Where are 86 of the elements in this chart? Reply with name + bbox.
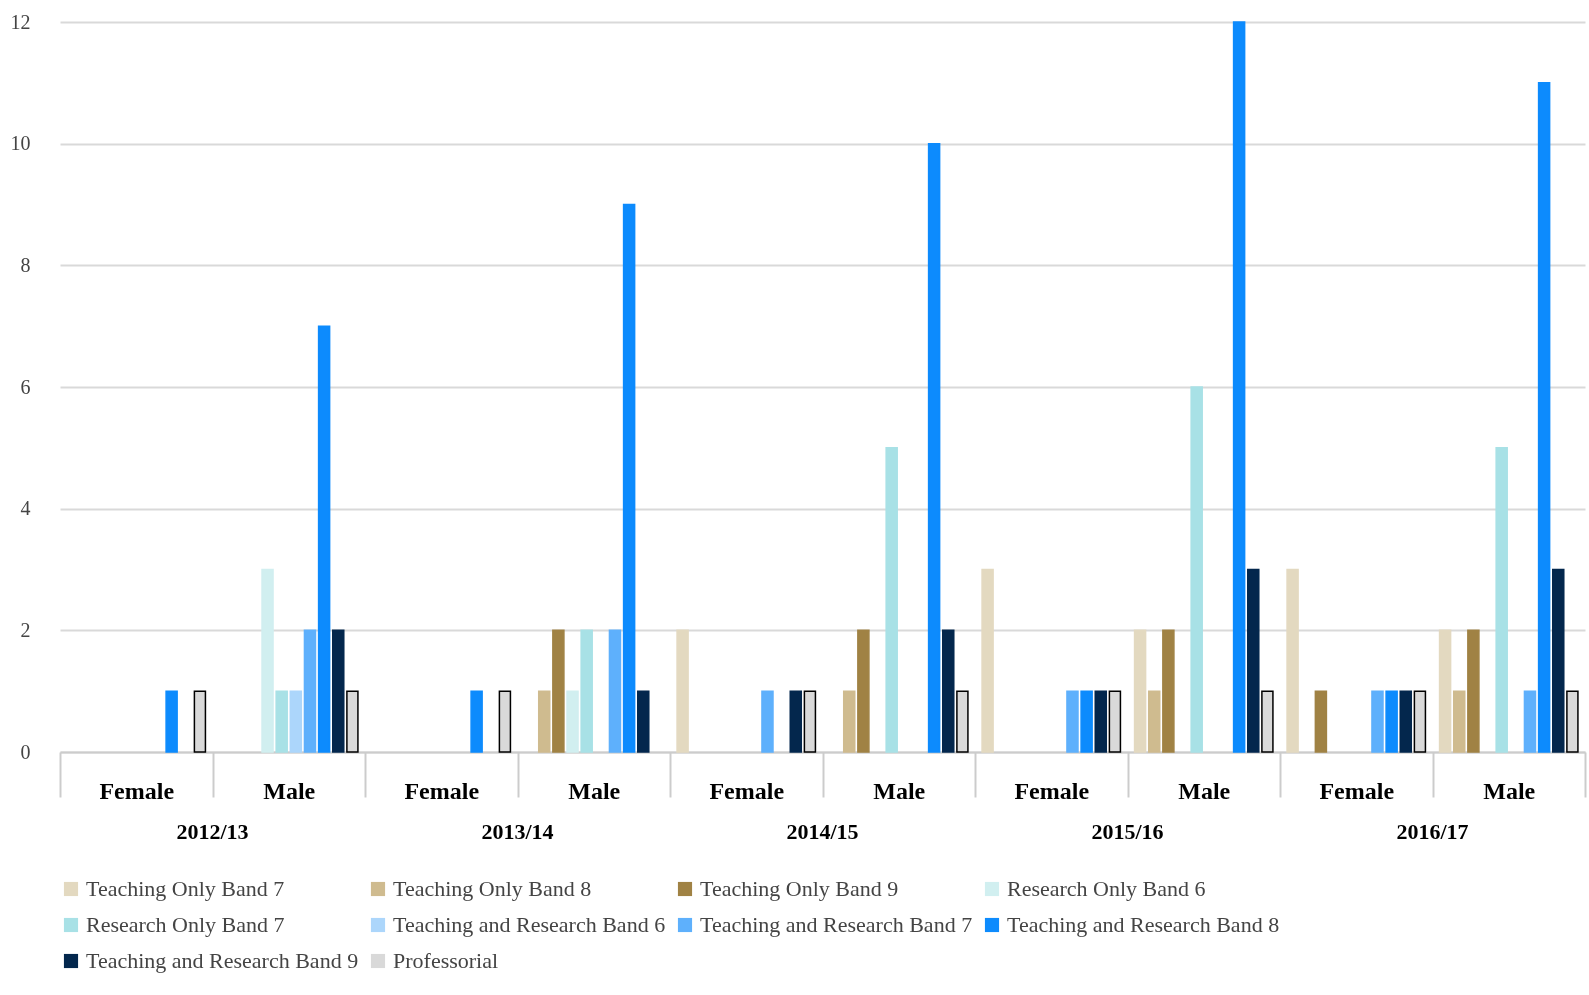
bar	[346, 690, 359, 753]
bar	[1537, 82, 1551, 753]
text: 2016/17	[1396, 819, 1469, 844]
bar	[1147, 690, 1161, 753]
bar	[332, 629, 345, 753]
bar	[580, 629, 593, 753]
bar	[1371, 690, 1384, 753]
x-tick-label: Male	[1483, 777, 1536, 804]
bar	[193, 690, 207, 753]
bar	[303, 629, 317, 753]
bar	[317, 325, 331, 753]
bar	[885, 447, 898, 753]
bar	[1190, 386, 1203, 753]
legend-label: Teaching Only Band 7	[86, 876, 285, 901]
legend-label: Teaching and Research Band 8	[1007, 912, 1280, 937]
bar	[676, 629, 689, 753]
x-tick-label: Female	[709, 777, 785, 804]
bar	[1495, 447, 1508, 753]
bar	[622, 203, 636, 753]
bar	[637, 690, 650, 753]
bar	[1133, 629, 1147, 753]
y-tick-label: 12	[10, 10, 31, 33]
bar	[1399, 690, 1413, 753]
bar	[1232, 21, 1246, 753]
legend-label: Teaching and Research Band 6	[393, 912, 666, 937]
text: 2012/13	[176, 819, 249, 844]
bar	[289, 690, 303, 753]
bar	[165, 690, 178, 753]
bar	[1523, 690, 1537, 753]
legend-label: Professorial	[393, 948, 499, 973]
y-tick-label: 2	[20, 618, 31, 641]
y-tick-label: 10	[10, 132, 31, 155]
bar	[803, 690, 817, 753]
bar	[942, 629, 955, 753]
bar	[552, 629, 565, 753]
bar	[956, 690, 969, 753]
bar	[1261, 690, 1274, 753]
bar	[1552, 568, 1565, 753]
y-tick-label: 6	[20, 375, 31, 398]
x-tick-label: Male	[568, 777, 621, 804]
bar	[1467, 629, 1480, 753]
y-tick-label: 0	[20, 740, 31, 763]
legend-label: Research Only Band 6	[1007, 876, 1206, 901]
bar	[1094, 690, 1108, 753]
text: 2013/14	[481, 819, 554, 844]
x-tick-label: Female	[1014, 777, 1090, 804]
x-tick-label: Female	[404, 777, 480, 804]
text: 2014/15	[786, 819, 859, 844]
bar	[498, 690, 512, 753]
y-tick-label: 4	[20, 497, 31, 520]
bar	[1438, 629, 1452, 753]
bar	[842, 690, 856, 753]
bar	[761, 690, 774, 753]
bar	[981, 568, 994, 753]
bar	[927, 142, 941, 753]
bar	[1066, 690, 1079, 753]
bar	[789, 690, 803, 753]
legend-label: Teaching Only Band 8	[393, 876, 592, 901]
bar	[857, 629, 870, 753]
bar	[470, 690, 483, 753]
y-tick-label: 8	[20, 253, 31, 276]
legend-label: Research Only Band 7	[86, 912, 285, 937]
x-tick-label: Female	[99, 777, 175, 804]
bar	[261, 568, 274, 753]
legend-label: Teaching and Research Band 7	[700, 912, 973, 937]
x-tick-label: Male	[873, 777, 926, 804]
x-tick-label: Female	[1319, 777, 1395, 804]
bar	[1162, 629, 1175, 753]
bar	[566, 690, 579, 753]
bar	[1286, 568, 1299, 753]
x-tick-label: Male	[1178, 777, 1231, 804]
bar	[1413, 690, 1427, 753]
legend-label: Teaching Only Band 9	[700, 876, 899, 901]
bar	[608, 629, 622, 753]
x-tick-label: Male	[263, 777, 316, 804]
bar	[1080, 690, 1093, 753]
bar	[1385, 690, 1398, 753]
bar	[1108, 690, 1122, 753]
legend-label: Teaching and Research Band 9	[86, 948, 359, 973]
bar	[1314, 690, 1328, 753]
bar	[1566, 690, 1579, 753]
bar	[275, 690, 288, 753]
bar	[1247, 568, 1260, 753]
bar	[1452, 690, 1466, 753]
bar	[537, 690, 551, 753]
text: 2015/16	[1091, 819, 1164, 844]
